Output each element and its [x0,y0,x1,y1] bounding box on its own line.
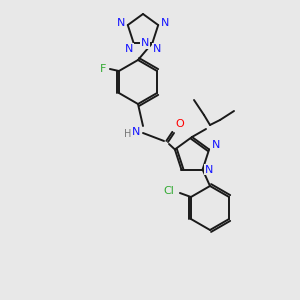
Text: N: N [141,38,150,48]
Text: F: F [100,64,106,74]
Text: N: N [212,140,220,150]
Text: N: N [204,165,213,175]
Text: N: N [132,127,140,137]
Text: O: O [176,119,184,129]
Text: N: N [117,18,125,28]
Text: N: N [161,18,169,28]
Text: N: N [152,44,161,54]
Text: H: H [124,129,132,139]
Text: N: N [125,44,134,54]
Text: Cl: Cl [164,186,174,196]
